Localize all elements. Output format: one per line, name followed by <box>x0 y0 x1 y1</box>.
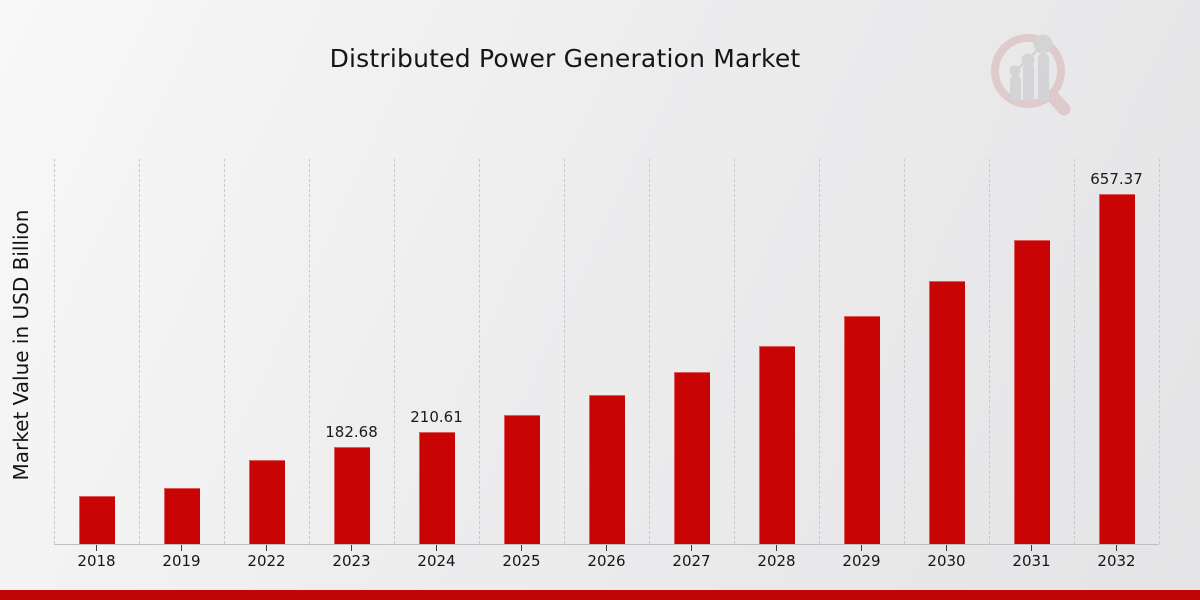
x-axis-tick <box>521 545 522 551</box>
vertical-gridline <box>139 159 140 544</box>
x-tick-label-2022: 2022 <box>247 552 286 570</box>
bar-2019 <box>163 488 200 544</box>
vertical-gridline <box>989 159 990 544</box>
x-tick-label-2029: 2029 <box>842 552 881 570</box>
x-axis-tick <box>606 545 607 551</box>
x-axis: 2018 2019 2022 2023 2024 2025 2026 2027 2028 2029… <box>54 552 1159 574</box>
x-axis-tick <box>776 545 777 551</box>
x-axis-tick <box>436 545 437 551</box>
y-axis-label: Market Value in USD Billion <box>9 209 33 481</box>
x-axis-tick <box>946 545 947 551</box>
x-tick-label-2032: 2032 <box>1097 552 1136 570</box>
trend-dot-3 <box>1033 34 1053 54</box>
bar-2032 <box>1098 194 1135 544</box>
x-tick-label-2018: 2018 <box>77 552 116 570</box>
magnifier-bar-chart-logo-icon <box>991 34 1071 116</box>
plot-area: 182.68 210.61 657.37 <box>54 159 1160 551</box>
vertical-gridline <box>819 159 820 544</box>
x-tick-label-2019: 2019 <box>162 552 201 570</box>
logo-bar-large <box>1038 53 1049 102</box>
x-tick-label-2026: 2026 <box>587 552 626 570</box>
bar-2025 <box>503 414 540 544</box>
x-tick-label-2030: 2030 <box>927 552 966 570</box>
bar-2028 <box>758 345 795 544</box>
trend-dot-1 <box>1009 65 1021 77</box>
vertical-gridline <box>54 159 55 544</box>
bar-2023 <box>333 446 370 544</box>
x-axis-tick <box>861 545 862 551</box>
logo-bar-medium <box>1023 63 1034 102</box>
bar-2022 <box>248 459 285 544</box>
vertical-gridline <box>904 159 905 544</box>
magnifier-handle <box>1045 89 1071 116</box>
x-tick-label-2027: 2027 <box>672 552 711 570</box>
footer-accent-bar <box>0 590 1200 600</box>
bar-2024 <box>418 431 455 544</box>
x-tick-label-2031: 2031 <box>1012 552 1051 570</box>
x-axis-tick <box>1116 545 1117 551</box>
magnifier-ring <box>991 34 1065 108</box>
bar-2027 <box>673 372 710 544</box>
chart-title: Distributed Power Generation Market <box>329 44 801 73</box>
x-axis-tick <box>181 545 182 551</box>
bar-2018 <box>78 495 115 544</box>
trend-dot-2 <box>1021 53 1035 67</box>
x-tick-label-2028: 2028 <box>757 552 796 570</box>
vertical-gridline <box>649 159 650 544</box>
bar-2030 <box>928 280 965 544</box>
x-axis-tick <box>96 545 97 551</box>
bar-2029 <box>843 315 880 544</box>
vertical-gridline <box>394 159 395 544</box>
bar-value-label-2023: 182.68 <box>325 422 378 441</box>
x-axis-tick <box>351 545 352 551</box>
vertical-gridline <box>1074 159 1075 544</box>
x-tick-label-2023: 2023 <box>332 552 371 570</box>
x-tick-label-2025: 2025 <box>502 552 541 570</box>
vertical-gridline <box>564 159 565 544</box>
vertical-gridline <box>1159 159 1160 544</box>
logo-bar-small <box>1010 75 1021 102</box>
bar-value-label-2024: 210.61 <box>410 407 463 426</box>
x-axis-tick <box>1031 545 1032 551</box>
bar-value-label-2032: 657.37 <box>1090 170 1143 189</box>
x-axis-tick <box>266 545 267 551</box>
x-tick-label-2024: 2024 <box>417 552 456 570</box>
vertical-gridline <box>224 159 225 544</box>
vertical-gridline <box>479 159 480 544</box>
bar-2031 <box>1013 240 1050 544</box>
vertical-gridline <box>734 159 735 544</box>
vertical-gridline <box>309 159 310 544</box>
bar-2026 <box>588 395 625 544</box>
x-axis-tick <box>691 545 692 551</box>
